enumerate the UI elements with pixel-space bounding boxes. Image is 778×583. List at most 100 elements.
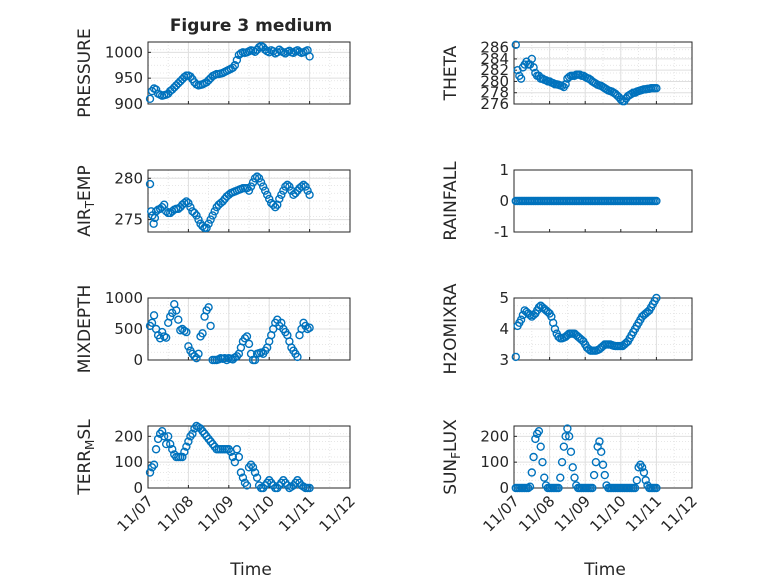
axes-box	[513, 41, 693, 105]
data-point	[516, 315, 526, 324]
data-point	[188, 429, 197, 438]
y-tick-label: 200	[480, 427, 509, 445]
y-axis-label-subscript: M	[83, 440, 97, 450]
data-point	[525, 310, 535, 320]
y-tick-label: 3	[499, 351, 509, 369]
y-tick-label: 280	[480, 72, 509, 90]
axes-box	[147, 41, 351, 105]
data-point	[285, 46, 294, 55]
y-axis-label-subscript: F	[449, 452, 463, 459]
y-axis-label: TERRMSL	[75, 419, 97, 496]
data-point	[557, 457, 567, 467]
data-point	[536, 442, 545, 451]
data-point	[161, 333, 171, 342]
data-point	[285, 182, 294, 191]
data-point	[511, 352, 520, 362]
y-axis-label-main: AIR	[75, 208, 95, 237]
panel-1: 900 950 1000 PRESSURE	[75, 28, 351, 118]
data-point	[147, 318, 157, 327]
data-point	[190, 208, 199, 218]
data-point	[145, 94, 155, 104]
x-axis-label: Time	[583, 560, 626, 580]
data-point	[238, 473, 248, 482]
y-tick-label: 284	[480, 50, 509, 68]
data-point	[230, 457, 240, 467]
y-tick-label: -1	[494, 223, 509, 241]
y-tick-label: 1	[499, 161, 509, 179]
y-axis-label-main: H2OMIXRA	[441, 283, 461, 374]
data-point	[297, 182, 306, 191]
data-point	[563, 424, 572, 433]
data-point	[248, 178, 258, 187]
data-point	[637, 463, 647, 472]
data-point	[527, 54, 536, 64]
data-point	[260, 186, 270, 195]
data-point	[265, 194, 274, 204]
data-point	[256, 178, 266, 187]
data-point	[529, 452, 538, 462]
data-point	[559, 442, 569, 451]
panel-3: 275 280 AIRTEMP	[75, 165, 351, 237]
y-tick-label: 0	[133, 351, 143, 369]
data-point	[204, 303, 213, 312]
y-axis-label-main: TERR	[75, 450, 95, 496]
data-point	[242, 183, 252, 193]
y-axis-label: AIRTEMP	[75, 165, 97, 236]
y-tick-label: 0	[133, 479, 143, 497]
data-point	[534, 303, 544, 312]
data-point	[240, 334, 250, 343]
data-point	[149, 219, 158, 228]
x-axis-label: Time	[229, 560, 272, 580]
y-tick-label: 286	[480, 39, 509, 57]
data-point	[194, 349, 203, 358]
data-point	[202, 223, 211, 233]
y-axis-label-main: RAINFALL	[441, 161, 461, 241]
axes-box	[147, 169, 351, 233]
data-point	[293, 352, 302, 362]
y-tick-label: 280	[114, 169, 143, 187]
data-point	[554, 483, 563, 493]
data-point	[250, 468, 260, 477]
data-point	[163, 432, 173, 441]
data-point	[218, 197, 227, 206]
data-point	[538, 457, 547, 467]
data-point	[301, 182, 310, 191]
data-point	[595, 437, 604, 446]
y-tick-label: 4	[499, 320, 509, 338]
data-point	[305, 190, 314, 200]
data-point	[180, 447, 189, 457]
data-point	[232, 55, 242, 65]
data-point	[151, 85, 161, 94]
data-point	[236, 468, 246, 477]
data-point	[511, 40, 520, 50]
data-point	[194, 215, 203, 224]
data-point	[184, 342, 193, 351]
data-point	[242, 332, 252, 341]
data-point	[182, 197, 191, 206]
y-axis-label: PRESSURE	[75, 28, 95, 117]
data-point	[589, 470, 599, 480]
y-axis-label: RAINFALL	[441, 161, 461, 241]
data-point	[262, 190, 272, 200]
data-point	[210, 207, 219, 216]
y-axis-label: H2OMIXRA	[441, 283, 461, 374]
y-tick-label: 200	[114, 427, 143, 445]
data-point	[250, 174, 260, 183]
axes-box	[513, 425, 693, 489]
data-point	[525, 482, 535, 491]
y-axis-label-subscript: T	[83, 200, 97, 209]
data-point	[258, 182, 268, 191]
data-point	[630, 483, 640, 493]
data-point	[291, 188, 300, 198]
axes-box	[513, 297, 693, 361]
y-axis-label: SUNFLUX	[441, 419, 463, 495]
data-point	[151, 445, 161, 454]
data-point	[230, 61, 240, 70]
data-point	[561, 432, 570, 441]
data-point	[591, 457, 601, 467]
data-point	[299, 180, 308, 190]
data-point	[275, 194, 284, 204]
data-point	[184, 198, 193, 208]
data-point	[149, 311, 159, 320]
